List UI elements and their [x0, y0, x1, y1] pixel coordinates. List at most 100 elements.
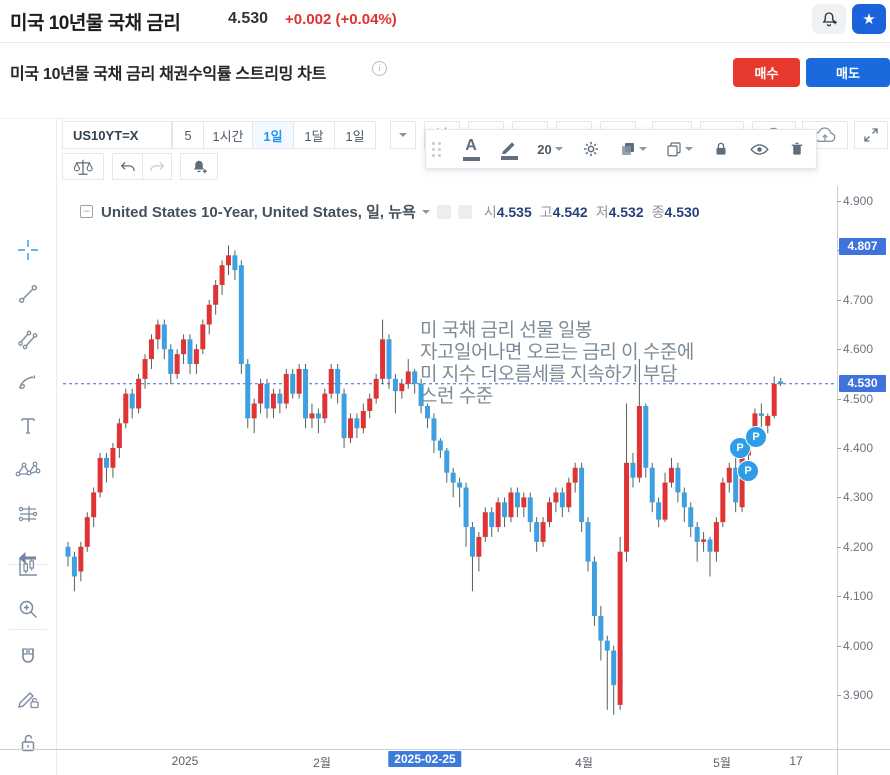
drag-handle[interactable] — [432, 141, 448, 157]
chart-text-annotation[interactable]: 미 국채 금리 선물 일봉 자고일어나면 오르는 금리 이 수준에 미 지수 더오름… — [420, 320, 694, 408]
price-tick-label: 4.300 — [843, 490, 874, 505]
candle — [303, 368, 309, 419]
candle — [611, 650, 617, 686]
tool-magnet[interactable] — [11, 640, 45, 674]
tool-drawing-mode[interactable] — [11, 682, 45, 716]
tool-bar-pattern[interactable] — [11, 550, 45, 584]
candle — [579, 467, 585, 523]
candle — [713, 522, 719, 552]
candle — [219, 265, 225, 285]
tool-brush[interactable] — [11, 365, 45, 399]
candle — [277, 393, 283, 404]
fullscreen-button[interactable] — [854, 121, 888, 149]
interval-button-1달[interactable]: 1달 — [293, 121, 335, 149]
legend-eye-icon[interactable] — [436, 204, 451, 219]
candle — [463, 487, 469, 528]
legend-settings-icon[interactable] — [457, 204, 472, 219]
tool-text[interactable] — [11, 409, 45, 443]
ohlc-label: 고 — [539, 203, 553, 220]
candle — [739, 455, 745, 508]
candlestick-series — [63, 245, 837, 715]
candle — [514, 492, 520, 508]
ohlc-label: 저 — [595, 203, 609, 220]
sell-button[interactable]: 매도 — [806, 58, 890, 87]
candle — [437, 440, 443, 451]
font-size-dropdown[interactable]: 20 — [528, 130, 572, 168]
symbol-search-box[interactable]: US10YT=X — [62, 121, 172, 149]
candle — [290, 373, 296, 394]
price-tick-mark — [837, 695, 841, 696]
fullscreen-icon — [864, 128, 878, 142]
bell-plus-icon — [194, 160, 207, 173]
candle — [71, 556, 77, 577]
text-color-button[interactable]: A — [452, 130, 490, 168]
price-tick-mark — [837, 201, 841, 202]
interval-button-5[interactable]: 5 — [172, 121, 204, 149]
candle — [142, 359, 148, 379]
tool-lock-drawings[interactable] — [11, 726, 45, 760]
collapse-legend-icon[interactable]: – — [80, 205, 93, 218]
visibility-button[interactable] — [740, 130, 778, 168]
candle — [662, 482, 668, 520]
legend-title: United States 10-Year, United States, 일,… — [101, 204, 416, 221]
candle — [630, 462, 636, 478]
last-price: 4.530 — [228, 10, 269, 27]
price-change: +0.002 (+0.04%) — [285, 11, 397, 28]
chart-section-title: 미국 10년물 국채 금리 채권수익률 스트리밍 차트 — [10, 66, 327, 83]
candle — [264, 383, 270, 409]
buy-button[interactable]: 매수 — [733, 58, 800, 87]
tool-crosshair[interactable] — [11, 233, 45, 267]
settings-button[interactable] — [572, 130, 610, 168]
watchlist-star-button[interactable]: ★ — [852, 4, 886, 34]
interval-button-1일[interactable]: 1일 — [334, 121, 376, 149]
time-tick-label: 4월 — [575, 756, 593, 770]
time-tick-label: 2025 — [171, 754, 199, 768]
candle — [226, 255, 231, 266]
candle — [386, 339, 392, 379]
candle — [116, 423, 122, 448]
candle — [161, 324, 167, 350]
info-icon[interactable]: i — [372, 61, 387, 76]
price-tick-mark — [837, 546, 841, 548]
add-alert-button[interactable] — [180, 153, 218, 180]
rail-divider — [9, 629, 47, 630]
tool-back[interactable] — [11, 541, 45, 575]
tool-forecast[interactable] — [11, 497, 45, 531]
delete-button[interactable] — [778, 130, 816, 168]
interval-button-1시간[interactable]: 1시간 — [203, 121, 253, 149]
interval-dropdown[interactable] — [390, 121, 416, 149]
chart-plot-area[interactable]: – United States 10-Year, United States, … — [0, 186, 890, 775]
bell-plus-icon — [822, 12, 837, 27]
price-tick-label: 3.900 — [843, 688, 874, 702]
tool-gann-lines[interactable] — [11, 321, 45, 355]
tool-xabcd-pattern[interactable] — [11, 453, 45, 487]
candle — [675, 467, 681, 493]
candle — [360, 410, 366, 429]
tool-hide-drawings[interactable] — [11, 767, 45, 775]
candle — [482, 512, 488, 537]
position-marker[interactable]: P — [737, 460, 759, 482]
candle — [758, 413, 764, 416]
candle — [495, 502, 501, 528]
candle — [688, 507, 694, 528]
tool-trend-line[interactable] — [11, 277, 45, 311]
clone-button[interactable] — [656, 130, 702, 168]
redo-button[interactable] — [142, 153, 172, 180]
create-alert-button[interactable] — [812, 4, 846, 34]
tool-zoom-in[interactable] — [11, 592, 45, 626]
position-marker[interactable]: P — [745, 426, 767, 448]
candle — [380, 339, 386, 379]
candle — [373, 378, 379, 399]
style-template-button[interactable] — [610, 130, 656, 168]
pattern-icon — [15, 461, 41, 477]
chevron-down-icon[interactable] — [421, 209, 430, 214]
candle — [425, 406, 431, 419]
undo-button[interactable] — [112, 153, 142, 180]
candle — [341, 393, 347, 439]
compare-scales-button[interactable] — [62, 153, 104, 180]
trend-line-icon — [18, 284, 37, 303]
candle — [412, 371, 418, 384]
lock-button[interactable] — [702, 130, 740, 168]
interval-button-1일[interactable]: 1일 — [252, 121, 294, 149]
line-color-button[interactable] — [490, 130, 528, 168]
